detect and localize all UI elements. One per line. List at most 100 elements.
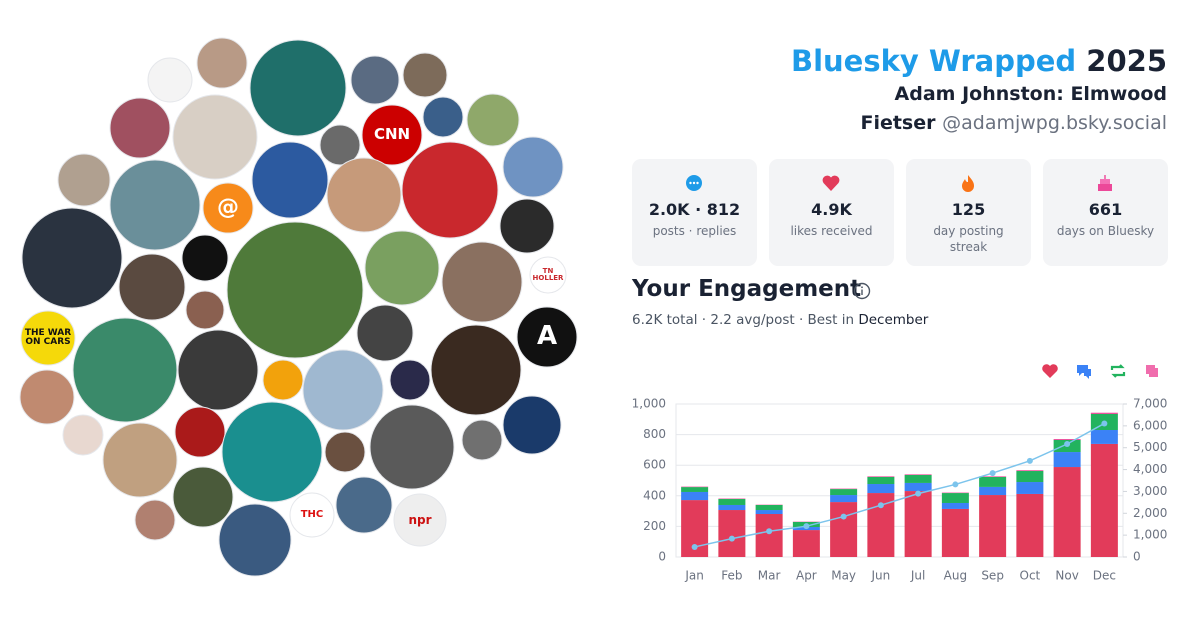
avatar-label: TN HOLLER <box>532 266 564 282</box>
bar-segment <box>867 476 895 485</box>
y-tick-label: 600 <box>643 458 666 472</box>
bar-segment <box>1090 443 1118 557</box>
avatar-label: THE WAR ON CARS <box>24 327 72 347</box>
best-month: December <box>858 312 929 328</box>
avatar <box>221 401 323 503</box>
avatar <box>72 317 178 423</box>
section-title: Your Engagement <box>632 276 862 302</box>
line-point <box>952 481 959 488</box>
x-tick-label: Oct <box>1020 569 1041 583</box>
avatar <box>57 153 111 207</box>
avatar <box>499 198 555 254</box>
avatar-label: @ <box>217 195 239 221</box>
x-tick-label: Aug <box>944 569 967 583</box>
bar-segment <box>904 491 932 557</box>
line-point <box>728 535 735 542</box>
avatar <box>147 57 193 103</box>
avatar-label: CNN <box>373 125 411 144</box>
y-tick-label: 0 <box>658 550 666 564</box>
stat-value: 4.9K <box>811 200 852 219</box>
bar-segment <box>1016 482 1044 494</box>
avatar <box>364 230 440 306</box>
handle[interactable]: @adamjwpg.bsky.social <box>942 112 1167 134</box>
avatar <box>196 37 248 89</box>
avatar <box>251 141 329 219</box>
avatar <box>177 329 259 411</box>
legend-icon <box>1042 364 1058 378</box>
avatar <box>21 207 123 309</box>
bar-segment <box>681 487 709 492</box>
bar-segment <box>830 495 858 503</box>
avatar <box>326 157 402 233</box>
icon <box>822 175 840 191</box>
avatar <box>441 241 523 323</box>
bar-segment <box>979 476 1007 487</box>
line-point <box>915 490 922 497</box>
bar-segment <box>1053 467 1081 557</box>
avatar <box>516 306 578 368</box>
x-tick-label: Dec <box>1093 569 1116 583</box>
avatar <box>289 492 335 538</box>
y2-tick-label: 6,000 <box>1133 418 1167 432</box>
avatar <box>461 419 503 461</box>
bar-segment <box>941 508 969 557</box>
avatar <box>109 159 201 251</box>
avatar <box>226 221 364 359</box>
stat-card: 2.0K · 812 posts · replies <box>632 159 757 266</box>
avatar <box>181 234 229 282</box>
avatar <box>502 395 562 455</box>
avatar <box>20 310 76 366</box>
bar-segment <box>1053 439 1081 440</box>
avatar <box>202 182 254 234</box>
line-point <box>989 470 996 477</box>
y2-tick-label: 0 <box>1133 550 1141 564</box>
bar-segment <box>979 495 1007 557</box>
bar-segment <box>867 476 895 477</box>
y2-tick-label: 5,000 <box>1133 440 1167 454</box>
bar-segment <box>904 474 932 483</box>
stat-label: day posting streak <box>933 224 1004 254</box>
bar-segment <box>979 476 1007 477</box>
avatar <box>350 55 400 105</box>
y2-tick-label: 4,000 <box>1133 462 1167 476</box>
display-name: Adam Johnston: Elmwood Fietser <box>860 83 1167 134</box>
avatar-label: npr <box>408 512 432 527</box>
stat-card: 125 day posting streak <box>906 159 1031 266</box>
line-point <box>1064 440 1071 447</box>
x-tick-label: Apr <box>796 569 817 583</box>
info-icon[interactable] <box>852 281 872 301</box>
avatar <box>335 476 393 534</box>
bar-segment <box>941 493 969 503</box>
bar-segment <box>755 510 783 515</box>
summary-text: 6.2K total · 2.2 avg/post · Best in <box>632 312 855 328</box>
avatar <box>302 349 384 431</box>
year: 2025 <box>1086 44 1167 78</box>
header: Bluesky Wrapped 2025 Adam Johnston: Elmw… <box>791 42 1167 138</box>
bar-segment <box>1090 430 1118 444</box>
y-tick-label: 200 <box>643 519 666 533</box>
avatar <box>324 431 366 473</box>
stat-label: posts · replies <box>652 224 737 238</box>
avatar <box>185 290 225 330</box>
bar-segment <box>755 514 783 557</box>
stat-label: likes received <box>790 224 873 238</box>
identity: Adam Johnston: Elmwood Fietser @adamjwpg… <box>847 80 1167 138</box>
y2-tick-label: 2,000 <box>1133 506 1167 520</box>
avatar <box>102 422 178 498</box>
x-tick-label: Mar <box>758 569 781 583</box>
avatar-label: A <box>536 321 558 352</box>
line-point <box>1101 420 1108 427</box>
y-tick-label: 1,000 <box>632 397 666 411</box>
avatar <box>172 466 234 528</box>
avatar <box>134 499 176 541</box>
title: Bluesky Wrapped <box>790 44 1077 78</box>
bar-segment <box>755 504 783 511</box>
avatar <box>402 52 448 98</box>
x-tick-label: May <box>831 569 856 583</box>
icon <box>962 175 974 192</box>
avatar <box>109 97 171 159</box>
legend-icon <box>1110 364 1126 378</box>
bar-segment <box>830 502 858 557</box>
avatar <box>393 493 447 547</box>
y2-tick-label: 7,000 <box>1133 397 1167 411</box>
